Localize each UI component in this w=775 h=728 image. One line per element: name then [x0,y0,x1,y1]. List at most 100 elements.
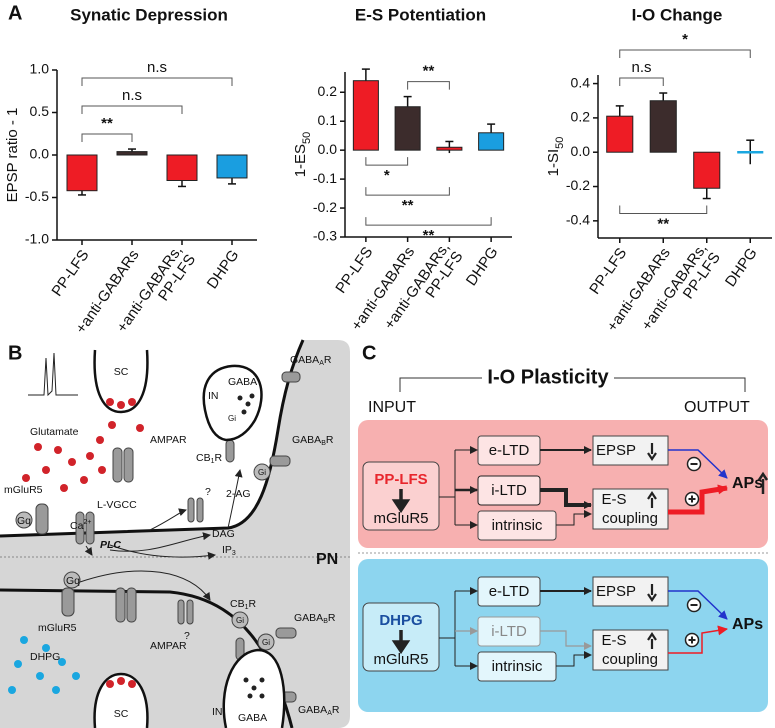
y-tick-label: -0.2 [566,177,590,193]
label-part: 3 [232,550,236,557]
significance-label: n.s [147,59,167,76]
label-part: GABA [298,704,327,716]
significance-label: ** [101,115,113,132]
inducer: DHPG [379,612,422,629]
outcome: EPSP [596,442,636,459]
connector [439,591,456,666]
output-arrow [668,590,728,620]
significance-label: ** [402,197,414,214]
y-tick-label: 0.0 [571,143,591,159]
mechanism: e-LTD [489,442,530,459]
y-axis-label: 1-SI50 [545,137,566,177]
condition: PP-LFS mGluR5 e-LTD i-LTD intrinsic EPSP E-S co… [362,435,769,541]
label: L-VGCC [97,499,137,511]
outcome: E-S [601,491,626,508]
significance-label: * [682,31,688,48]
label-part: 1 [211,458,215,465]
mechanism: i-LTD [491,482,527,499]
output-arrow [668,625,728,654]
y-axis-label-subscript: 50 [301,132,313,144]
bar [116,151,148,156]
significance-label: ** [657,216,669,233]
label: DAG [212,528,235,540]
bar [352,80,379,151]
significance-bracket [81,105,183,115]
label: IN [212,706,223,718]
outcome-box [592,576,669,607]
y-axis-label: EPSP ratio - 1 [4,108,21,203]
significance-label: n.s [631,59,651,76]
connector [540,488,592,509]
label-part: R [324,354,332,366]
label-part: A [319,360,324,367]
cell-body [0,340,350,728]
gaba-dots [237,393,255,415]
label: GABAAR [290,354,332,368]
mechanism: intrinsic [492,658,543,675]
label-part: R [332,704,340,716]
connector [439,450,456,525]
label: AMPAR [150,434,187,446]
label: Gi [262,638,270,647]
chart: E-S Potentiation 1-ES50 -0.3 -0.2 -0.1 0.0 0.1… [292,5,512,334]
label: Gq [66,575,80,587]
terminal [93,672,149,728]
receptor: mGluR5 [373,651,428,668]
label: IP3 [222,544,236,558]
label: CB1R [230,598,257,612]
panel-label: A [8,2,22,24]
panel-c: I-O Plasticity INPUT OUTPUT PP-LFS mGluR5… [358,366,769,712]
label: GABABR [294,612,336,626]
y-tick-label: 1.0 [30,61,50,77]
label-part: Ca [70,520,84,532]
output-arrow [668,484,728,515]
bar [216,154,248,179]
connector [540,630,592,650]
arrow-icon [647,584,657,602]
connector [556,651,592,667]
y-tick-label: -0.2 [313,199,337,215]
y-tick-label: 0.0 [318,141,338,157]
label: ? [205,486,211,498]
label: DHPG [30,651,60,663]
bar [478,132,505,151]
diagram-title: I-O Plasticity [487,366,609,388]
chart: Synatic Depression EPSP ratio - 1 -1.0 -0.5… [4,5,257,337]
label: AMPAR [150,640,187,652]
y-tick-label: 0.2 [571,109,591,125]
label-part: R [328,612,336,624]
significance-bracket [407,81,450,90]
y-tick-label: 0.0 [30,146,50,162]
label: PLC [100,539,121,551]
arrow-icon [647,632,657,649]
y-axis-label-text: 1-ES [292,144,309,177]
label: Glutamate [30,426,79,438]
label-part: 2+ [83,519,91,526]
glutamate-dots [22,398,144,492]
membrane [0,339,305,538]
receptor: mGluR5 [373,510,428,527]
label: ? [184,630,190,642]
significance-label: ** [423,63,435,80]
y-tick-label: -0.5 [25,188,49,204]
result: APs [732,475,763,492]
label: Gi [228,414,236,423]
panel-label: C [362,342,376,364]
bar [66,154,98,192]
outcome-box [592,435,669,466]
significance-label: ** [423,227,435,244]
label: mGluR5 [38,622,77,634]
x-tick-label: DHPG [463,244,502,289]
label: GABABR [292,434,334,448]
label-part: GABA [294,612,323,624]
condition: DHPG mGluR5 e-LTD i-LTD intrinsic EPSP E-S coup… [362,576,763,682]
outcome: EPSP [596,583,636,600]
y-tick-label: 0.4 [571,74,591,90]
label: PN [316,551,338,568]
panel-b: SC Glutamate AMPAR mGluR5 Gq L-VGCC Ca2+… [0,339,350,728]
label: Ca2+ [70,519,91,531]
label-part: A [327,710,332,717]
label-part: R [249,598,257,610]
label-part: CB [230,598,245,610]
